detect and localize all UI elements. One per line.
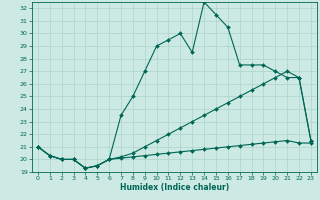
- X-axis label: Humidex (Indice chaleur): Humidex (Indice chaleur): [120, 183, 229, 192]
